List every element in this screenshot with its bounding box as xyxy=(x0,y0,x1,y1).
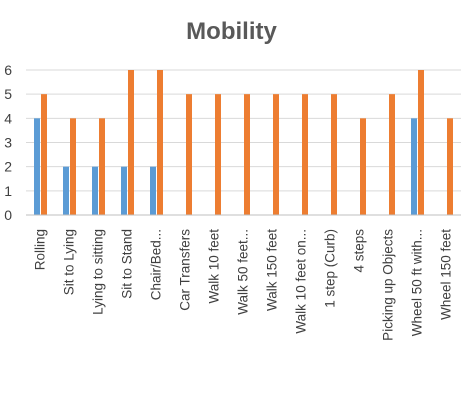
bar-series1-2 xyxy=(92,166,98,215)
bar-series1-13 xyxy=(411,118,417,215)
x-tick-labels: Rolling Sit to Lying Lying to sitting Sit t… xyxy=(33,229,454,341)
y-tick-label-1: 1 xyxy=(4,183,12,199)
bar-series2-0 xyxy=(41,94,47,215)
x-tick-label-2: Lying to sitting xyxy=(91,229,106,315)
x-tick-label-1: Sit to Lying xyxy=(62,229,77,295)
x-tick-label-10: 1 step (Curb) xyxy=(323,229,338,308)
x-tick-label-8: Walk 150 feet xyxy=(265,229,280,311)
gridlines xyxy=(26,69,461,192)
x-tick-label-4: Chair/Bed... xyxy=(149,229,164,300)
bar-series2-12 xyxy=(389,94,395,215)
x-tick-label-6: Walk 10 feet xyxy=(207,229,222,304)
bar-series1-1 xyxy=(63,166,69,215)
bar-series1-0 xyxy=(34,118,40,215)
bar-series2-7 xyxy=(244,94,250,215)
bar-series2-14 xyxy=(447,118,453,215)
x-tick-label-13: Wheel 50 ft with... xyxy=(410,229,425,336)
y-tick-label-2: 2 xyxy=(4,159,12,175)
x-tick-label-9: Walk 10 feet on... xyxy=(294,229,309,334)
bar-series2-10 xyxy=(331,94,337,215)
y-tick-label-5: 5 xyxy=(4,86,12,102)
x-tick-label-7: Walk 50 feet... xyxy=(236,229,251,315)
bar-series2-11 xyxy=(360,118,366,215)
bar-series2-5 xyxy=(186,94,192,215)
bar-series2-6 xyxy=(215,94,221,215)
x-tick-label-12: Picking up Objects xyxy=(381,229,396,341)
bar-series2-13 xyxy=(418,70,424,215)
bar-series2-1 xyxy=(70,118,76,215)
bar-series1-4 xyxy=(150,166,156,215)
bar-series2-2 xyxy=(99,118,105,215)
bar-series2-8 xyxy=(273,94,279,215)
y-tick-label-6: 6 xyxy=(4,62,12,78)
y-tick-label-3: 3 xyxy=(4,135,12,151)
x-tick-label-3: Sit to Stand xyxy=(120,229,135,299)
chart-title: Mobility xyxy=(186,18,277,45)
x-tick-label-0: Rolling xyxy=(33,229,48,270)
bar-series2-3 xyxy=(128,70,134,215)
y-tick-label-4: 4 xyxy=(4,110,12,126)
x-tick-label-11: 4 steps xyxy=(352,229,367,273)
bars xyxy=(34,70,453,215)
y-tick-label-0: 0 xyxy=(4,207,12,223)
bar-series2-9 xyxy=(302,94,308,215)
y-tick-labels: 0 1 2 3 4 5 6 xyxy=(4,62,12,223)
bar-series2-4 xyxy=(157,70,163,215)
x-tick-label-14: Wheel 150 feet xyxy=(439,229,454,320)
bar-series1-3 xyxy=(121,166,127,215)
x-tick-label-5: Car Transfers xyxy=(178,229,193,311)
